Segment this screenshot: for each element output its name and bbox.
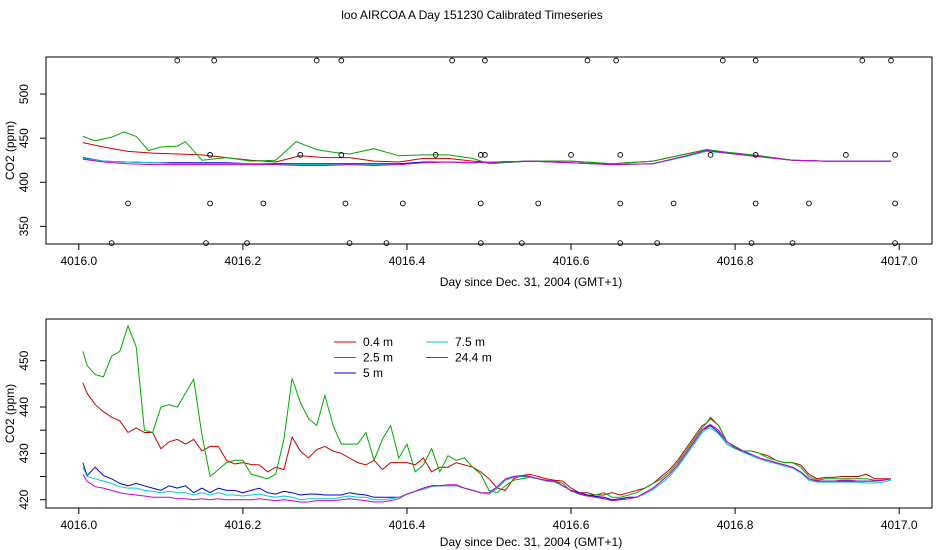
top-chart-panel: 4016.0 4016.2 4016.4 4016.6 4016.8 4017.0 350 4… bbox=[3, 56, 933, 289]
top-marker-point bbox=[211, 57, 218, 64]
top-marker-point bbox=[535, 200, 542, 207]
legend-entry-label: 5 m bbox=[363, 366, 383, 380]
top-marker-point bbox=[338, 152, 345, 158]
top-marker-point bbox=[477, 200, 484, 207]
top-x-tick-label: 4016.6 bbox=[553, 254, 590, 268]
bottom-x-tick-label: 4016.6 bbox=[553, 518, 590, 532]
top-marker-point bbox=[888, 57, 894, 64]
top-marker-point bbox=[449, 57, 455, 64]
top-marker-point bbox=[568, 152, 574, 158]
top-marker-point bbox=[432, 152, 439, 158]
bottom-y-tick-label: 430 bbox=[17, 443, 31, 463]
top-marker-point bbox=[207, 152, 213, 158]
top-y-tick-label: 500 bbox=[17, 84, 31, 104]
top-series-line-4 bbox=[82, 149, 891, 167]
top-y-tick-label: 450 bbox=[17, 128, 31, 148]
top-marker-point bbox=[892, 152, 898, 158]
bottom-x-tick-label: 4016.0 bbox=[60, 518, 97, 532]
top-plot-frame bbox=[45, 56, 933, 245]
top-marker-point bbox=[670, 200, 677, 207]
top-marker-point bbox=[752, 152, 759, 158]
bottom-series-line-1 bbox=[82, 324, 892, 498]
bottom-x-tick-label: 4016.4 bbox=[389, 518, 426, 532]
top-marker-point bbox=[482, 152, 488, 158]
top-marker-point bbox=[174, 57, 181, 64]
bottom-y-tick-label: 450 bbox=[17, 350, 31, 370]
legend-entry-label: 7.5 m bbox=[455, 335, 485, 349]
top-marker-point bbox=[789, 240, 796, 246]
top-x-tick-label: 4016.2 bbox=[225, 254, 262, 268]
top-marker-point bbox=[584, 57, 591, 64]
top-marker-point bbox=[244, 240, 250, 246]
top-marker-point bbox=[342, 200, 349, 207]
top-marker-point bbox=[313, 57, 320, 64]
top-marker-point bbox=[752, 57, 759, 64]
top-marker-point bbox=[207, 200, 213, 207]
top-y-tick-label: 400 bbox=[17, 172, 31, 192]
top-marker-point bbox=[297, 152, 304, 158]
bottom-x-axis-label: Day since Dec. 31, 2004 (GMT+1) bbox=[440, 535, 622, 549]
top-marker-point bbox=[400, 200, 406, 207]
top-marker-point bbox=[203, 240, 209, 246]
bottom-y-tick-label: 440 bbox=[17, 397, 31, 417]
top-marker-point bbox=[518, 240, 525, 246]
top-x-tick-label: 4016.0 bbox=[60, 254, 97, 268]
top-marker-point bbox=[748, 240, 755, 246]
bottom-y-tick-label: 420 bbox=[17, 489, 31, 509]
bottom-y-axis-label: CO2 (ppm) bbox=[3, 384, 17, 443]
bottom-x-tick-label: 4016.8 bbox=[717, 518, 754, 532]
top-marker-point bbox=[719, 57, 726, 64]
top-marker-point bbox=[859, 57, 866, 64]
top-marker-point bbox=[125, 200, 131, 207]
top-marker-point bbox=[806, 200, 812, 207]
top-series-line-1 bbox=[82, 131, 891, 165]
top-marker-point bbox=[654, 240, 661, 246]
top-marker-point bbox=[613, 57, 620, 64]
top-marker-point bbox=[617, 152, 624, 158]
top-marker-point bbox=[892, 200, 898, 207]
top-marker-point bbox=[892, 240, 898, 246]
top-x-axis-label: Day since Dec. 31, 2004 (GMT+1) bbox=[440, 275, 622, 289]
top-y-tick-label: 350 bbox=[17, 216, 31, 236]
top-marker-point bbox=[346, 240, 353, 246]
top-y-axis-label: CO2 (ppm) bbox=[3, 121, 17, 180]
top-marker-point bbox=[338, 57, 345, 64]
bottom-plot-frame bbox=[45, 318, 933, 509]
bottom-series-line-4 bbox=[82, 424, 892, 503]
legend-entry-label: 0.4 m bbox=[363, 335, 393, 349]
top-x-tick-label: 4016.8 bbox=[717, 254, 754, 268]
top-marker-point bbox=[383, 240, 390, 246]
top-marker-point bbox=[477, 152, 484, 158]
top-marker-point bbox=[617, 200, 624, 207]
bottom-x-tick-label: 4017.0 bbox=[881, 518, 918, 532]
top-marker-point bbox=[108, 240, 115, 246]
bottom-series-line-3 bbox=[82, 427, 892, 502]
top-marker-point bbox=[477, 240, 484, 246]
top-x-tick-label: 4016.4 bbox=[389, 254, 426, 268]
figure-title: loo AIRCOA A Day 151230 Calibrated Times… bbox=[341, 8, 602, 22]
top-marker-point bbox=[482, 57, 488, 64]
bottom-chart-panel: 4016.0 4016.2 4016.4 4016.6 4016.8 4017.0 420 4… bbox=[3, 318, 933, 549]
top-marker-point bbox=[617, 240, 624, 246]
legend-entry-label: 24.4 m bbox=[455, 351, 492, 365]
top-marker-point bbox=[707, 152, 714, 158]
top-marker-point bbox=[843, 152, 849, 158]
top-marker-point bbox=[260, 200, 267, 207]
bottom-x-tick-label: 4016.2 bbox=[225, 518, 262, 532]
legend-entry-label: 2.5 m bbox=[363, 351, 393, 365]
top-marker-point bbox=[752, 200, 759, 207]
top-x-tick-label: 4017.0 bbox=[881, 254, 918, 268]
